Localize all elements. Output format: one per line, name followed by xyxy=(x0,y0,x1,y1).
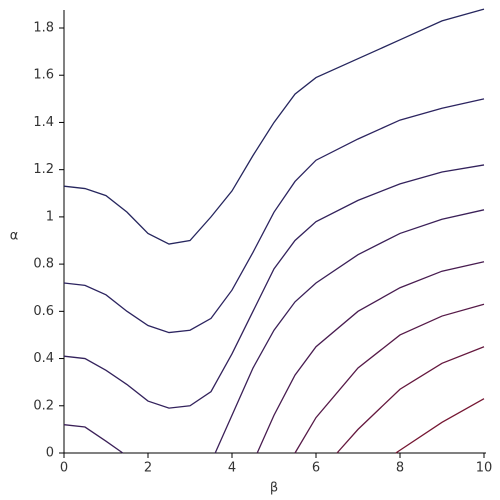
y-tick-label: 1.2 xyxy=(33,162,54,177)
contour-line xyxy=(63,424,124,454)
contour-line xyxy=(63,98,485,334)
y-tick-label: 1.4 xyxy=(33,115,54,130)
x-axis-label: β xyxy=(270,481,278,496)
contour-line xyxy=(336,346,485,454)
x-tick-label: 8 xyxy=(396,461,404,476)
x-tick-label: 4 xyxy=(228,461,236,476)
y-tick-label: 0.6 xyxy=(33,304,54,319)
x-tick-label: 10 xyxy=(476,461,493,476)
y-tick-label: 0.2 xyxy=(33,398,54,413)
contour-line xyxy=(256,261,485,454)
y-axis-label: α xyxy=(10,229,19,244)
contour-line xyxy=(63,164,485,409)
contour-line xyxy=(395,398,485,454)
x-tick-label: 2 xyxy=(144,461,152,476)
contour-line xyxy=(294,303,485,454)
y-tick-label: 1.6 xyxy=(33,68,54,83)
y-tick-label: 1 xyxy=(46,209,54,224)
y-tick-label: 0.4 xyxy=(33,351,54,366)
x-tick-label: 6 xyxy=(312,461,320,476)
x-tick-label: 0 xyxy=(60,461,68,476)
contour-line xyxy=(63,8,485,245)
y-tick-label: 1.8 xyxy=(33,21,54,36)
y-tick-label: 0 xyxy=(46,446,54,461)
y-tick-label: 0.8 xyxy=(33,257,54,272)
contour-line xyxy=(214,209,485,454)
